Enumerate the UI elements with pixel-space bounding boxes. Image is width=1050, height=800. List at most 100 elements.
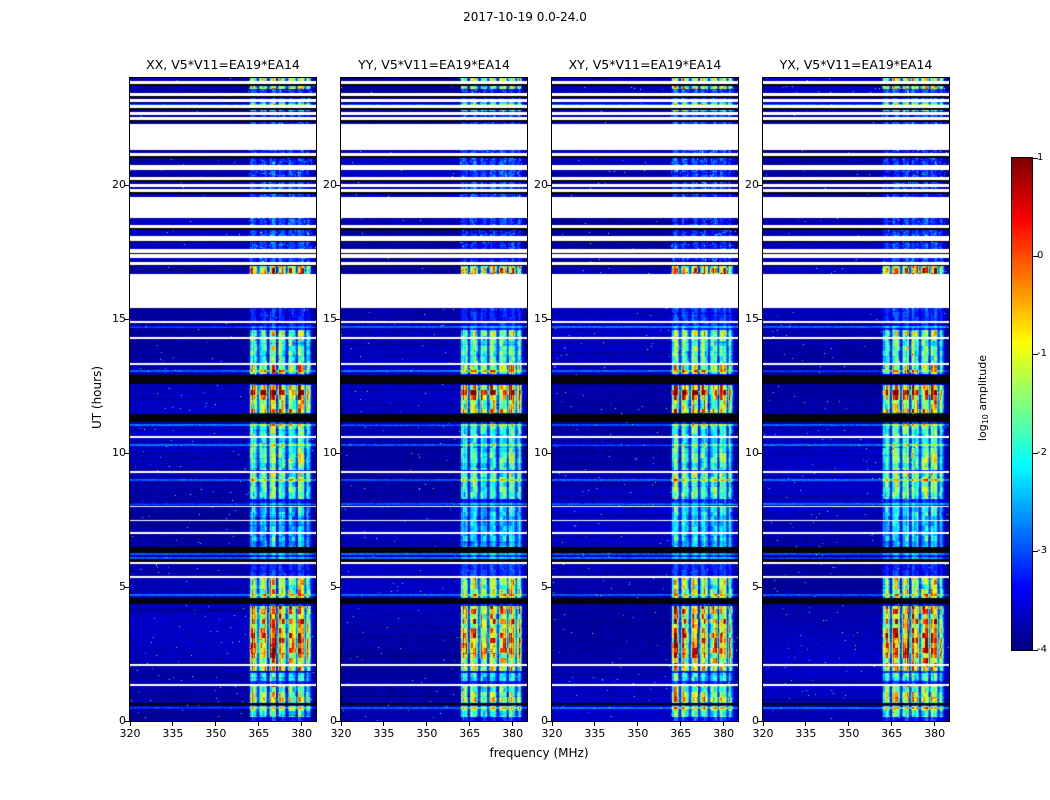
x-tick-label: 380 (713, 727, 735, 740)
x-axis-label: frequency (MHz) (489, 746, 589, 760)
colorbar-tick-mark (1033, 649, 1038, 651)
colorbar-tick-mark (1033, 255, 1038, 257)
spectrogram-canvas-xx (129, 77, 317, 722)
figure-title: 2017-10-19 0.0-24.0 (463, 10, 587, 24)
x-tick-mark (129, 722, 131, 726)
colorbar (1011, 157, 1033, 651)
y-tick-mark (547, 586, 551, 588)
panel-yx: YX, V5*V11=EA19*EA14 320 335 350 365 380 0 5 10 1… (745, 57, 950, 740)
y-tick-mark (125, 452, 129, 454)
x-tick-mark (551, 722, 553, 726)
x-tick-label: 350 (416, 727, 438, 740)
y-tick-label: 10 (112, 446, 126, 460)
y-tick-mark (547, 184, 551, 186)
x-tick-label: 365 (881, 727, 903, 740)
y-tick-label: 10 (534, 446, 548, 460)
x-tick-label: 380 (291, 727, 313, 740)
x-tick-label: 320 (541, 727, 563, 740)
x-tick-label: 365 (670, 727, 692, 740)
colorbar-tick-label: -2 (1037, 446, 1047, 458)
y-tick-label: 10 (745, 446, 759, 460)
y-tick-label: 5 (330, 580, 337, 594)
colorbar-tick-mark (1033, 354, 1038, 356)
colorbar-tick-label: 1 (1037, 151, 1044, 163)
x-tick-label: 320 (119, 727, 141, 740)
panel-title-yx: YX, V5*V11=EA19*EA14 (779, 57, 933, 72)
panel-title-yy: YY, V5*V11=EA19*EA14 (358, 57, 510, 72)
y-tick-label: 20 (323, 178, 337, 192)
x-tick-mark (512, 722, 514, 726)
y-tick-mark (125, 586, 129, 588)
x-tick-mark (172, 722, 174, 726)
colorbar-tick-label: 0 (1037, 249, 1044, 261)
y-tick-label: 0 (752, 714, 759, 727)
panel-xy: XY, V5*V11=EA19*EA14 320 335 350 365 380 0 5 10 1… (534, 57, 739, 740)
y-tick-label: 20 (112, 178, 126, 192)
colorbar-label: log10 amplitude (976, 355, 990, 441)
x-tick-label: 380 (502, 727, 524, 740)
y-tick-mark (125, 720, 129, 722)
x-tick-mark (848, 722, 850, 726)
y-tick-label: 20 (745, 178, 759, 192)
x-tick-label: 365 (459, 727, 481, 740)
y-axis-label: UT (hours) (90, 366, 104, 430)
x-tick-label: 335 (373, 727, 395, 740)
x-tick-mark (215, 722, 217, 726)
y-tick-mark (758, 720, 762, 722)
y-tick-mark (336, 452, 340, 454)
x-tick-mark (723, 722, 725, 726)
y-tick-label: 15 (534, 312, 548, 326)
y-tick-mark (125, 184, 129, 186)
y-tick-mark (547, 720, 551, 722)
panel-title-xy: XY, V5*V11=EA19*EA14 (568, 57, 722, 72)
y-tick-label: 15 (112, 312, 126, 326)
x-tick-mark (426, 722, 428, 726)
colorbar-label-prefix: log (976, 424, 989, 442)
y-tick-mark (758, 184, 762, 186)
x-tick-mark (383, 722, 385, 726)
y-tick-label: 15 (323, 312, 337, 326)
y-tick-mark (336, 184, 340, 186)
x-tick-label: 320 (330, 727, 352, 740)
y-tick-label: 15 (745, 312, 759, 326)
y-tick-label: 0 (541, 714, 548, 727)
colorbar-tick-label: -4 (1037, 643, 1047, 655)
y-tick-mark (336, 720, 340, 722)
y-tick-label: 0 (119, 714, 126, 727)
x-tick-mark (934, 722, 936, 726)
x-tick-label: 380 (924, 727, 946, 740)
y-tick-mark (547, 318, 551, 320)
panel-xx: XX, V5*V11=EA19*EA14 320 335 350 365 380 0 5 10 1… (112, 57, 317, 740)
x-tick-label: 350 (205, 727, 227, 740)
colorbar-label-sub: 10 (981, 414, 991, 425)
colorbar-tick-label: -3 (1037, 545, 1047, 557)
x-tick-mark (594, 722, 596, 726)
y-tick-mark (758, 318, 762, 320)
y-tick-mark (336, 318, 340, 320)
x-tick-label: 365 (248, 727, 270, 740)
y-tick-mark (336, 586, 340, 588)
x-tick-label: 335 (795, 727, 817, 740)
x-tick-label: 335 (584, 727, 606, 740)
y-tick-label: 0 (330, 714, 337, 727)
spectrogram-canvas-yx (762, 77, 950, 722)
x-tick-mark (258, 722, 260, 726)
y-tick-label: 10 (323, 446, 337, 460)
y-tick-label: 5 (752, 580, 759, 594)
spectrogram-canvas-xy (551, 77, 739, 722)
x-tick-label: 350 (838, 727, 860, 740)
y-tick-label: 5 (541, 580, 548, 594)
colorbar-tick-mark (1033, 157, 1038, 159)
spectrogram-canvas-yy (340, 77, 528, 722)
panel-title-xx: XX, V5*V11=EA19*EA14 (146, 57, 300, 72)
x-tick-mark (891, 722, 893, 726)
x-tick-mark (680, 722, 682, 726)
colorbar-label-suffix: amplitude (976, 355, 989, 415)
y-tick-label: 20 (534, 178, 548, 192)
y-tick-mark (758, 586, 762, 588)
x-tick-label: 335 (162, 727, 184, 740)
x-tick-label: 320 (752, 727, 774, 740)
x-tick-mark (301, 722, 303, 726)
x-tick-mark (805, 722, 807, 726)
